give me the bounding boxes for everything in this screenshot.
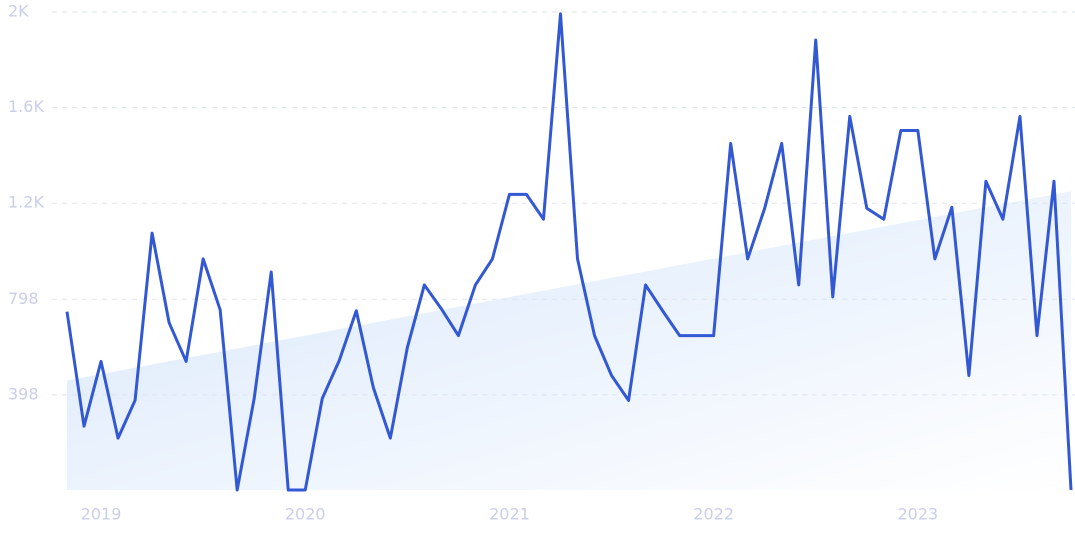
x-tick-label: 2022 [693,505,734,524]
y-tick-label: 798 [8,289,39,308]
x-tick-label: 2023 [897,505,938,524]
x-tick-label: 2020 [285,505,326,524]
y-tick-label: 1.2K [8,193,44,212]
x-tick-label: 2021 [489,505,530,524]
y-tick-label: 1.6K [8,97,44,116]
trend-area [67,191,1071,490]
y-tick-label: 2K [8,2,29,21]
y-tick-label: 398 [8,384,39,403]
x-tick-label: 2019 [81,505,122,524]
line [65,12,1073,492]
